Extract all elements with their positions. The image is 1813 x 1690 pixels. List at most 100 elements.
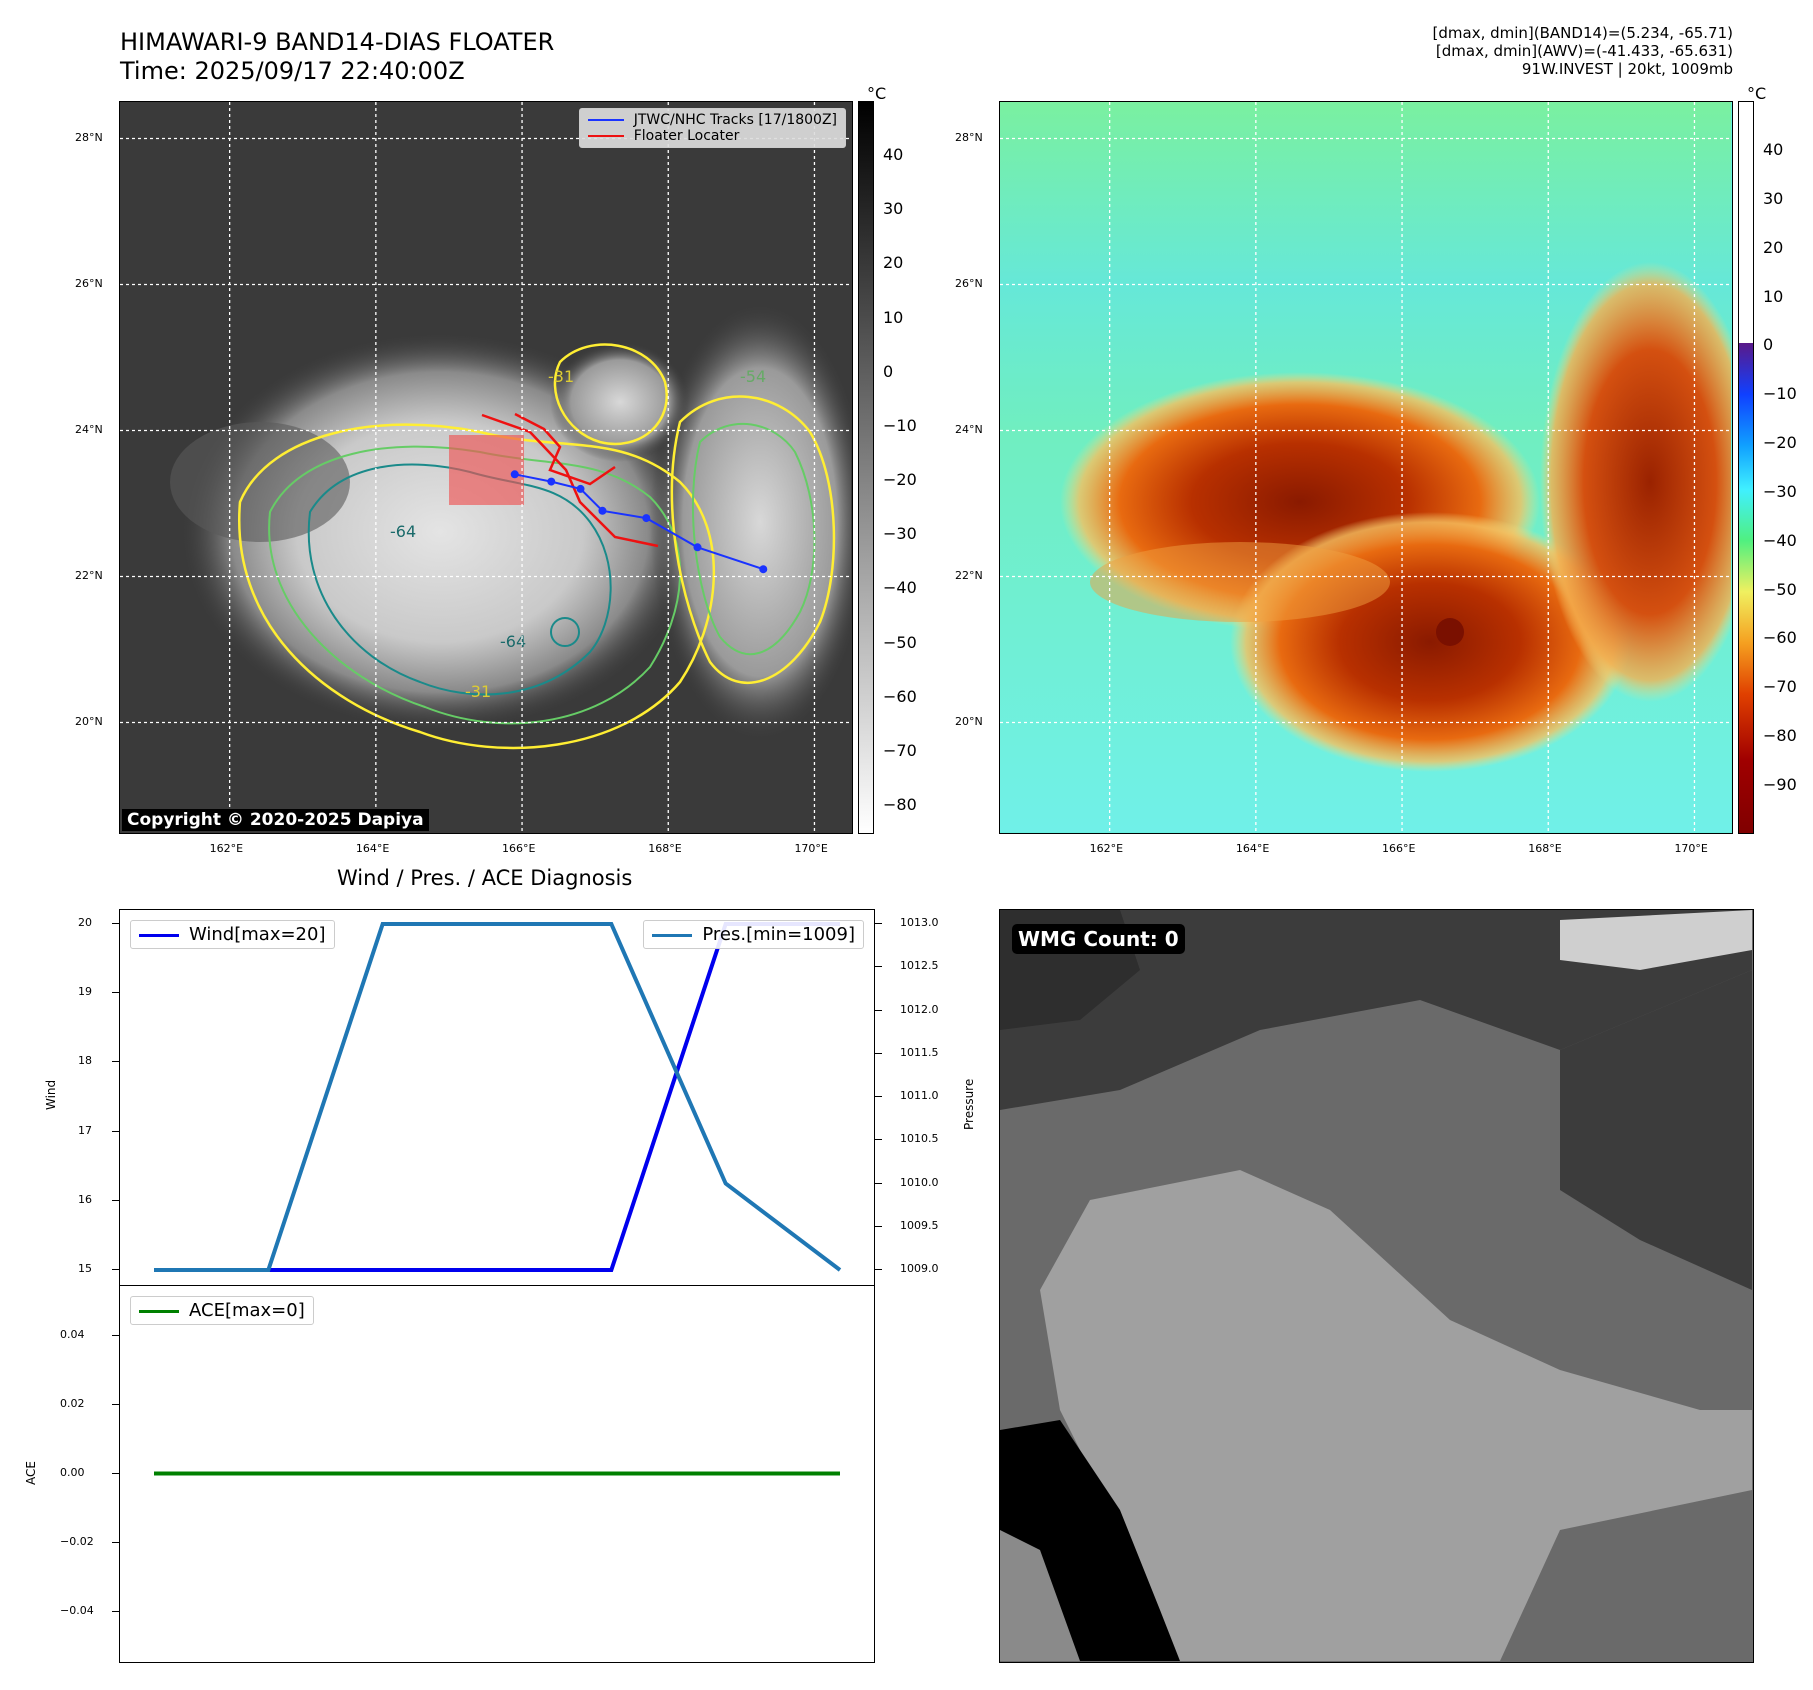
colorbar-tick: 0: [883, 361, 894, 381]
wmg-zone-grey-corner: [1000, 1530, 1080, 1661]
ace-tick: −0.02: [60, 1534, 94, 1548]
wind-tick-mark: [112, 1061, 119, 1063]
wmg-count-badge: WMG Count: 0: [1012, 924, 1185, 954]
contour-teal-main: [307, 463, 612, 696]
ace-svg: [154, 1471, 840, 1476]
contour-label-4: -31: [465, 682, 491, 701]
floater-locater-path-b: [514, 412, 616, 486]
contour-yellow-north: [553, 343, 668, 446]
contour-teal-core: [550, 617, 580, 647]
ace-axis-label: ACE: [24, 1461, 38, 1485]
ace-legend-swatch: [139, 1309, 179, 1313]
lon-label: 164°E: [1235, 842, 1270, 855]
colorbar-tick: 20: [883, 253, 904, 273]
ace-legend-label: ACE[max=0]: [189, 1300, 305, 1321]
storm-band-west: [1090, 542, 1390, 622]
colorbar-tick: −60: [883, 686, 917, 706]
lon-label: 164°E: [355, 842, 390, 855]
pressure-tick: 1013.0: [900, 916, 939, 929]
colorbar-tick: −10: [1763, 384, 1797, 404]
legend-item-locater: Floater Locater: [587, 128, 837, 144]
wind-tick: 15: [78, 1262, 92, 1275]
contour-yellow-main: [237, 423, 715, 750]
info-block: [dmax, dmin](BAND14)=(5.234, -65.71) [dm…: [1433, 24, 1733, 78]
info-line1: [dmax, dmin](BAND14)=(5.234, -65.71): [1432, 24, 1733, 42]
lat-label: 26°N: [75, 276, 103, 290]
ace-tick: 0.00: [60, 1465, 85, 1479]
track-point: [642, 514, 651, 523]
ace-tick-mark: [112, 1541, 119, 1543]
ace-tick: 0.02: [60, 1396, 85, 1410]
colorbar-left: [858, 101, 874, 834]
wind-tick-mark: [112, 1199, 119, 1201]
lat-label: 20°N: [955, 714, 983, 728]
map-legend: JTWC/NHC Tracks [17/1800Z] Floater Locat…: [578, 108, 846, 148]
wind-tick-mark: [112, 1130, 119, 1132]
lon-label: 168°E: [1528, 842, 1562, 855]
colorbar-tick: −70: [1763, 677, 1797, 697]
wmg-zone-light: [1560, 910, 1752, 970]
colorbar-tick: 10: [883, 307, 904, 327]
pressure-series-line: [154, 922, 842, 1272]
track-point: [510, 470, 519, 479]
wind-tick: 16: [78, 1192, 92, 1206]
lat-label: 22°N: [955, 568, 983, 582]
wind-pres-chart: Wind[max=20] Pres.[min=1009]: [119, 909, 875, 1287]
pressure-tick-mark: [875, 1009, 882, 1011]
pressure-tick: 1012.5: [900, 959, 939, 973]
wind-pres-svg: [154, 922, 842, 1272]
cloud-mass-east: [650, 302, 851, 742]
floater-locater-box: [449, 435, 524, 505]
colorbar-tick: 10: [1763, 286, 1784, 306]
wmg-zone-dark-right: [1560, 970, 1752, 1290]
ace-tick-mark: [112, 1403, 119, 1405]
pres-legend-label: Pres.[min=1009]: [702, 924, 855, 945]
legend-locater-label: Floater Locater: [633, 128, 740, 144]
colorbar-tick: 40: [883, 145, 904, 164]
pressure-tick-mark: [875, 1225, 882, 1227]
contour-label-2: -64: [390, 522, 416, 541]
wind-tick: 17: [78, 1123, 92, 1137]
lat-label: 20°N: [75, 714, 103, 728]
colorbar-right: [1738, 101, 1754, 834]
track-point: [759, 565, 768, 574]
wind-tick-mark: [112, 1269, 119, 1270]
lat-label: 24°N: [955, 422, 983, 436]
colorbar-tick: −80: [1763, 726, 1797, 746]
lat-label: 24°N: [75, 422, 103, 436]
ace-chart: ACE[max=0]: [119, 1285, 875, 1663]
ace-tick-mark: [112, 1334, 119, 1336]
legend-item-tracks: JTWC/NHC Tracks [17/1800Z]: [587, 112, 837, 128]
wind-legend: Wind[max=20]: [130, 920, 335, 949]
copyright-badge: Copyright © 2020-2025 Dapiya: [122, 809, 429, 831]
awv-map-svg: [1000, 102, 1731, 832]
info-line3: 91W.INVEST | 20kt, 1009mb: [1521, 60, 1733, 78]
colorbar-tick: 40: [1763, 140, 1784, 159]
ir-map-svg: -31 -64 -64 -31 -54: [120, 102, 851, 832]
colorbar-tick: 30: [883, 199, 904, 219]
pres-legend-swatch: [652, 933, 693, 937]
awv-map-panel: [999, 101, 1733, 834]
colorbar-tick: −10: [883, 415, 917, 435]
lat-label: 26°N: [955, 276, 983, 290]
lat-label: 28°N: [955, 130, 983, 144]
pressure-axis-label: Pressure: [962, 1078, 976, 1130]
colorbar-tick: −70: [883, 740, 917, 760]
colorbar-tick: −30: [883, 524, 917, 544]
colorbar-tick: −20: [883, 470, 917, 489]
contour-label-3: -64: [500, 632, 526, 651]
track-point: [693, 543, 702, 552]
legend-track-swatch: [587, 119, 624, 121]
lat-label: 22°N: [75, 568, 103, 582]
lon-label: 166°E: [502, 842, 536, 855]
pressure-tick-mark: [875, 1182, 882, 1184]
contour-green-main: [268, 445, 682, 725]
lon-label: 170°E: [794, 842, 828, 855]
colorbar-tick: −30: [1763, 481, 1797, 501]
colorbar-tick: −20: [1763, 433, 1797, 453]
pressure-tick-mark: [875, 1052, 882, 1054]
ace-tick: 0.04: [60, 1327, 85, 1341]
pressure-tick-mark: [875, 1139, 882, 1141]
colorbar-right-unit: °C: [1747, 84, 1767, 103]
pressure-tick: 1010.5: [900, 1132, 939, 1146]
